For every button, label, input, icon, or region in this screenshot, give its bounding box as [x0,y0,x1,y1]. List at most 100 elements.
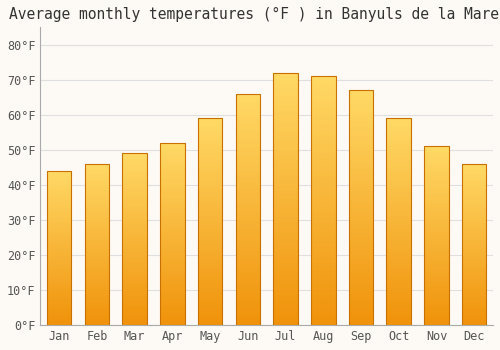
Bar [198,191,222,193]
Bar [122,198,147,200]
Bar [424,148,448,150]
Bar [274,199,298,202]
Bar [311,81,336,84]
Bar [311,248,336,251]
Bar [311,126,336,128]
Bar [160,238,184,239]
Bar [198,158,222,160]
Bar [160,163,184,165]
Bar [311,163,336,166]
Bar [198,313,222,315]
Bar [47,314,72,316]
Bar [122,308,147,310]
Bar [274,323,298,325]
Bar [348,97,374,100]
Bar [198,156,222,158]
Bar [122,245,147,246]
Bar [386,120,411,122]
Bar [198,265,222,267]
Bar [122,322,147,323]
Bar [311,121,336,124]
Bar [198,216,222,218]
Bar [84,246,109,248]
Bar [236,105,260,108]
Bar [236,281,260,284]
Bar [236,214,260,217]
Bar [160,289,184,290]
Bar [160,154,184,156]
Bar [122,202,147,203]
Bar [348,135,374,137]
Bar [386,181,411,182]
Bar [236,258,260,260]
Bar [236,140,260,142]
Bar [122,246,147,248]
Bar [84,201,109,203]
Bar [311,154,336,156]
Bar [311,183,336,186]
Bar [311,79,336,81]
Bar [198,247,222,249]
Bar [424,230,448,232]
Bar [311,271,336,273]
Bar [122,157,147,159]
Bar [160,156,184,158]
Bar [122,272,147,274]
Bar [198,218,222,220]
Bar [424,248,448,250]
Bar [311,193,336,196]
Bar [160,210,184,212]
Bar [198,249,222,251]
Bar [424,209,448,211]
Bar [84,317,109,319]
Bar [198,195,222,197]
Bar [424,300,448,302]
Bar [47,233,72,234]
Bar [424,268,448,270]
Bar [311,84,336,86]
Bar [84,166,109,167]
Bar [122,304,147,306]
Bar [198,240,222,243]
Bar [84,167,109,169]
Bar [348,302,374,304]
Bar [424,232,448,234]
Bar [160,216,184,218]
Bar [122,208,147,210]
Bar [198,207,222,209]
Bar [122,196,147,198]
Bar [160,147,184,148]
Bar [160,209,184,210]
Bar [462,285,486,287]
Bar [348,212,374,215]
Bar [311,109,336,111]
Bar [311,104,336,106]
Bar [160,274,184,276]
Bar [348,121,374,123]
Bar [424,264,448,266]
Bar [386,232,411,234]
Bar [84,280,109,282]
Bar [236,263,260,265]
Bar [84,271,109,272]
Bar [122,195,147,196]
Bar [47,294,72,296]
Bar [274,280,298,282]
Bar [386,280,411,282]
Bar [274,113,298,116]
Bar [348,278,374,281]
Bar [160,189,184,190]
Bar [311,114,336,116]
Bar [160,271,184,272]
Bar [47,196,72,197]
Bar [160,260,184,261]
Bar [348,163,374,166]
Bar [84,274,109,275]
Bar [386,199,411,201]
Bar [274,214,298,217]
Bar [47,176,72,177]
Bar [84,287,109,288]
Bar [274,151,298,154]
Bar [84,324,109,325]
Bar [236,168,260,170]
